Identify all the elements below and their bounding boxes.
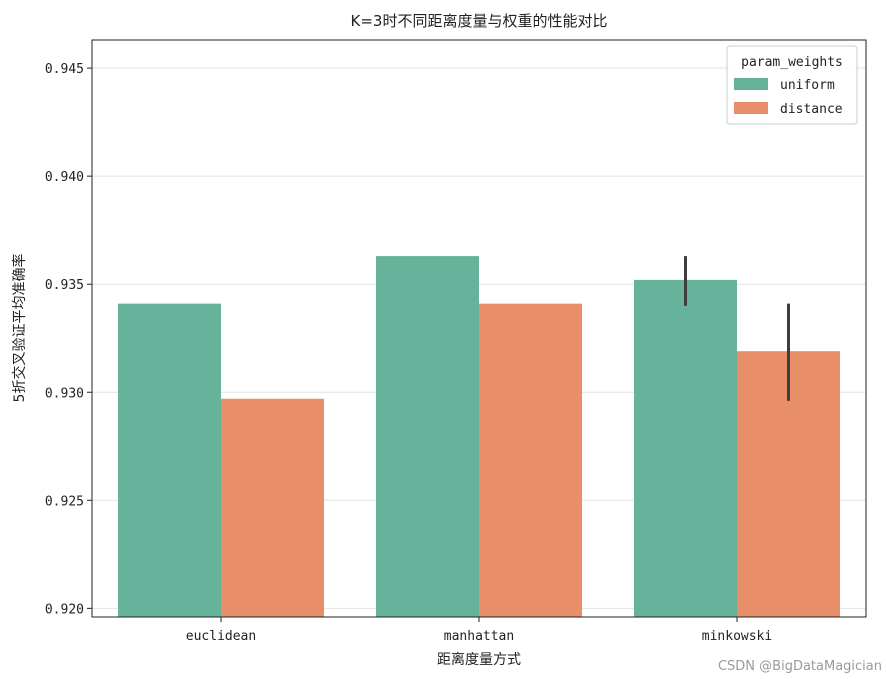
y-axis-ticks: 0.920 0.925 0.930 0.935 0.940 0.945	[45, 62, 92, 617]
chart-title: K=3时不同距离度量与权重的性能对比	[351, 12, 608, 30]
legend-swatch-uniform	[734, 78, 768, 90]
y-tick-label: 0.935	[45, 278, 84, 293]
y-tick-label: 0.920	[45, 602, 84, 617]
bars-group	[118, 256, 840, 617]
plot-area	[91, 39, 867, 618]
bar-distance-euclidean	[221, 398, 324, 617]
bar-distance-manhattan	[479, 303, 582, 617]
watermark: CSDN @BigDataMagician	[718, 659, 882, 674]
y-axis-label: 5折交叉验证平均准确率	[11, 254, 28, 403]
x-axis-label: 距离度量方式	[437, 651, 521, 668]
x-axis-ticks: euclidean manhattan minkowski	[186, 617, 772, 644]
y-tick-label: 0.945	[45, 62, 84, 77]
bar-uniform-euclidean	[118, 303, 221, 617]
legend-title: param_weights	[741, 55, 843, 70]
legend-label-uniform: uniform	[780, 78, 835, 93]
x-tick-label-manhattan: manhattan	[444, 629, 514, 644]
legend-swatch-distance	[734, 102, 768, 114]
legend-label-distance: distance	[780, 102, 843, 117]
x-tick-label-minkowski: minkowski	[702, 629, 772, 644]
y-tick-label: 0.940	[45, 170, 84, 185]
error-bars-group	[684, 256, 790, 401]
bar-uniform-minkowski	[634, 279, 737, 617]
y-tick-label: 0.925	[45, 494, 84, 509]
y-tick-label: 0.930	[45, 386, 84, 401]
legend: param_weights uniform distance	[726, 45, 858, 125]
x-tick-label-euclidean: euclidean	[186, 629, 256, 644]
bar-uniform-manhattan	[376, 256, 479, 617]
